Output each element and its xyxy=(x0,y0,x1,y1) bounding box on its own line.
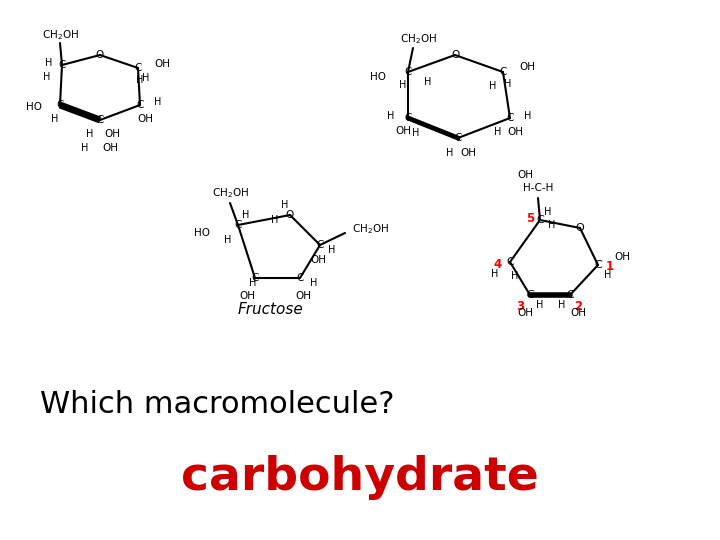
Text: C: C xyxy=(506,113,513,123)
Text: C: C xyxy=(526,290,534,300)
Text: CH$_2$OH: CH$_2$OH xyxy=(42,28,78,42)
Text: H: H xyxy=(446,148,454,158)
Text: H: H xyxy=(43,72,50,82)
Text: 2: 2 xyxy=(574,300,582,314)
Text: H: H xyxy=(136,75,144,85)
Text: H: H xyxy=(490,81,497,91)
Text: H: H xyxy=(524,111,531,121)
Text: H: H xyxy=(511,271,518,281)
Text: C: C xyxy=(506,257,514,267)
Text: CH$_2$OH: CH$_2$OH xyxy=(212,186,248,200)
Text: H: H xyxy=(413,128,420,138)
Text: OH: OH xyxy=(517,308,533,318)
Text: H: H xyxy=(491,269,499,279)
Text: H: H xyxy=(154,97,161,107)
Text: H: H xyxy=(310,278,318,288)
Text: H: H xyxy=(558,300,566,310)
Text: H: H xyxy=(282,200,289,210)
Text: O: O xyxy=(96,50,104,60)
Text: HO: HO xyxy=(370,72,386,82)
Text: H: H xyxy=(544,207,552,217)
Text: C: C xyxy=(316,240,324,250)
Text: H: H xyxy=(424,77,432,87)
Text: CH$_2$OH: CH$_2$OH xyxy=(351,222,389,236)
Text: OH: OH xyxy=(137,114,153,124)
Text: H: H xyxy=(400,80,407,90)
Text: 3: 3 xyxy=(516,300,524,314)
Text: C: C xyxy=(566,290,574,300)
Text: H: H xyxy=(504,79,512,89)
Text: H: H xyxy=(604,270,612,280)
Text: H: H xyxy=(86,129,94,139)
Text: C: C xyxy=(96,115,104,125)
Text: C: C xyxy=(234,220,242,230)
Text: OH: OH xyxy=(507,127,523,137)
Text: H: H xyxy=(271,215,279,225)
Text: 4: 4 xyxy=(494,258,502,271)
Text: C: C xyxy=(251,273,258,283)
Text: OH: OH xyxy=(239,291,255,301)
Text: Fructose: Fructose xyxy=(237,302,303,318)
Text: carbohydrate: carbohydrate xyxy=(181,455,539,500)
Text: OH: OH xyxy=(614,252,630,262)
Text: OH: OH xyxy=(295,291,311,301)
Text: C: C xyxy=(405,113,412,123)
Text: OH: OH xyxy=(570,308,586,318)
Text: H: H xyxy=(51,114,59,124)
Text: HO: HO xyxy=(194,228,210,238)
Text: 1: 1 xyxy=(606,260,614,273)
Text: C: C xyxy=(136,100,144,110)
Text: H: H xyxy=(249,278,257,288)
Text: OH: OH xyxy=(154,59,170,69)
Text: HO: HO xyxy=(26,102,42,112)
Text: C: C xyxy=(454,133,462,143)
Text: CH$_2$OH: CH$_2$OH xyxy=(400,32,436,46)
Text: H: H xyxy=(495,127,502,137)
Text: OH: OH xyxy=(102,143,118,153)
Text: OH: OH xyxy=(519,62,535,72)
Text: C: C xyxy=(58,60,66,70)
Text: OH: OH xyxy=(460,148,476,158)
Text: OH: OH xyxy=(104,129,120,139)
Text: H: H xyxy=(328,245,336,255)
Text: Which macromolecule?: Which macromolecule? xyxy=(40,390,395,419)
Text: H: H xyxy=(387,111,394,121)
Text: OH: OH xyxy=(517,170,533,180)
Text: OH: OH xyxy=(395,126,411,136)
Text: H: H xyxy=(143,73,150,83)
Text: O: O xyxy=(451,50,459,60)
Text: H: H xyxy=(549,220,556,230)
Text: H: H xyxy=(45,58,53,68)
Text: O: O xyxy=(575,223,585,233)
Text: C: C xyxy=(135,63,142,73)
Text: O: O xyxy=(286,210,294,220)
Text: H-C-H: H-C-H xyxy=(523,183,553,193)
Text: C: C xyxy=(536,215,544,225)
Text: C: C xyxy=(56,100,63,110)
Text: C: C xyxy=(297,273,304,283)
Text: H: H xyxy=(81,143,89,153)
Text: OH: OH xyxy=(310,255,326,265)
Text: C: C xyxy=(499,67,507,77)
Text: H: H xyxy=(225,235,232,245)
Text: C: C xyxy=(405,67,412,77)
Text: H: H xyxy=(243,210,250,220)
Text: C: C xyxy=(594,260,602,270)
Text: H: H xyxy=(536,300,544,310)
Text: 5: 5 xyxy=(526,212,534,225)
